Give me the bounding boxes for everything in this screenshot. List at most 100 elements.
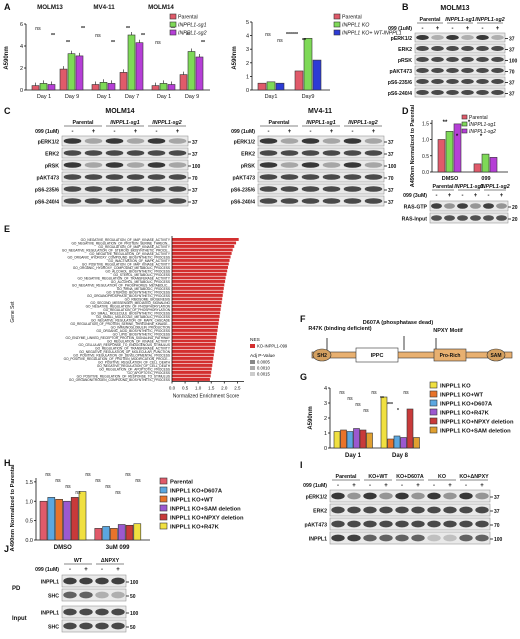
treatment-sign: - xyxy=(452,26,454,32)
significance-mark: ns xyxy=(355,402,361,408)
nes-bar xyxy=(172,374,211,378)
blot-band xyxy=(459,506,473,514)
blot-row-label: SHC xyxy=(48,594,59,600)
blot-band xyxy=(147,138,166,144)
blot-row-label: pAKT473 xyxy=(233,176,256,182)
blot-band xyxy=(411,534,425,542)
blot-strip xyxy=(429,212,509,224)
mw-label: 37 xyxy=(192,140,198,146)
treatment-sign: + xyxy=(84,567,88,573)
legend-label: INPPL1-sg1 xyxy=(469,122,496,128)
mw-label: 100 xyxy=(494,537,503,543)
blot-band xyxy=(395,534,409,542)
blot-band xyxy=(461,56,474,63)
blot-band xyxy=(105,138,124,144)
blot-band xyxy=(431,67,444,74)
bar xyxy=(119,72,128,91)
blot-band xyxy=(84,150,103,156)
nes-bar xyxy=(172,241,237,245)
blot-row-label: pRSK xyxy=(45,164,59,170)
blot-band xyxy=(301,150,320,156)
blot-group-label: Parental xyxy=(73,120,94,126)
x-tick-label: Day 9 xyxy=(185,94,199,100)
blot-band xyxy=(322,162,341,168)
bar xyxy=(110,528,118,541)
treatment-sign: + xyxy=(436,26,440,32)
treatment-sign: - xyxy=(337,483,339,489)
blot-band xyxy=(331,506,345,514)
blot-band xyxy=(147,174,166,180)
gene-set-label: GO_NEGATIVE_REGULATION_OF_PHOSPHORUS_MET… xyxy=(72,283,170,287)
treatment-sign: + xyxy=(448,193,452,199)
significance-mark: ns xyxy=(125,472,131,478)
gene-set-label: GO_POSITIVE_REGULATION_OF_DEVELOPMENTAL_… xyxy=(73,353,170,357)
blot-band xyxy=(322,138,341,144)
nes-bar xyxy=(172,304,222,308)
blot-band xyxy=(147,198,166,204)
drug-label: 099 (1uM) xyxy=(35,567,59,573)
blot-band xyxy=(63,186,82,192)
blot-row-label: ERK2 xyxy=(45,152,59,158)
y-tick-label: 3 xyxy=(324,401,327,407)
blot-band xyxy=(95,622,109,630)
blot-band xyxy=(63,577,77,585)
blot-band xyxy=(496,203,507,209)
legend-swatch xyxy=(429,390,438,398)
legend-label: Parental xyxy=(469,115,488,121)
y-tick-label: 1 xyxy=(324,431,327,437)
mw-label: 100 xyxy=(130,580,139,586)
blot-band xyxy=(475,534,489,542)
blot-band xyxy=(301,186,320,192)
mw-label: 37 xyxy=(494,495,500,501)
legend-swatch xyxy=(429,408,438,416)
mw-label: 37 xyxy=(494,509,500,515)
legend-swatch xyxy=(333,13,341,20)
treatment-sign: + xyxy=(372,129,376,135)
blot-band xyxy=(126,150,145,156)
blot-group-label: Parental xyxy=(433,184,454,190)
bar xyxy=(127,34,136,91)
blot-band xyxy=(111,622,125,630)
blot-band xyxy=(457,203,468,209)
treatment-sign: + xyxy=(416,483,420,489)
bar xyxy=(195,56,204,91)
y-tick-label: 1.0 xyxy=(422,138,429,144)
blot-group-label: INPPL1-sg1 xyxy=(454,184,483,190)
cell-line-title: MOLM13 xyxy=(37,4,63,11)
mw-label: 37 xyxy=(192,188,198,194)
blot-band xyxy=(363,534,377,542)
treatment-sign: - xyxy=(69,567,71,573)
treatment-sign: - xyxy=(488,193,490,199)
bar xyxy=(187,51,196,91)
blot-band xyxy=(63,138,82,144)
blot-group-label: INPPL1-sg2 xyxy=(348,120,377,126)
blot-row-label: pS6-235/6 xyxy=(388,80,412,86)
blot-row-label: pRSK xyxy=(241,164,255,170)
legend-label: INPPL1 KO+WT xyxy=(440,393,483,399)
blot-band xyxy=(444,203,455,209)
blot-strip xyxy=(414,32,506,43)
blot-band xyxy=(459,534,473,542)
significance-mark: * xyxy=(397,408,399,414)
gene-set-label: GO_ORGANIC_ACID_BIOSYNTHETIC_PROCESS xyxy=(96,329,170,333)
mw-label: 100 xyxy=(130,611,139,617)
y-tick-label: 3 xyxy=(246,47,249,53)
blot-band xyxy=(416,45,429,52)
blot-band xyxy=(322,150,341,156)
legend-swatch xyxy=(250,366,255,370)
nes-bar xyxy=(172,364,213,367)
mw-label: 70 xyxy=(494,523,500,529)
gene-set-label: GO_NEGATIVE_REGULATION_OF_MAPK_CASCADE xyxy=(91,318,170,322)
mw-label: 50 xyxy=(130,594,136,600)
gene-set-label: GO_APOPTOTIC_PROCESS xyxy=(128,371,170,375)
blot-strip xyxy=(414,65,506,76)
blot-band xyxy=(470,203,481,209)
treatment-sign: - xyxy=(310,129,312,135)
y-tick-label: 4 xyxy=(246,34,249,40)
treatment-sign: + xyxy=(384,483,388,489)
y-tick-label: 4 xyxy=(20,44,23,50)
nes-bar xyxy=(172,255,231,259)
nes-bar xyxy=(172,245,235,248)
treatment-sign: + xyxy=(134,129,138,135)
blot-title: MOLM14 xyxy=(105,108,134,115)
